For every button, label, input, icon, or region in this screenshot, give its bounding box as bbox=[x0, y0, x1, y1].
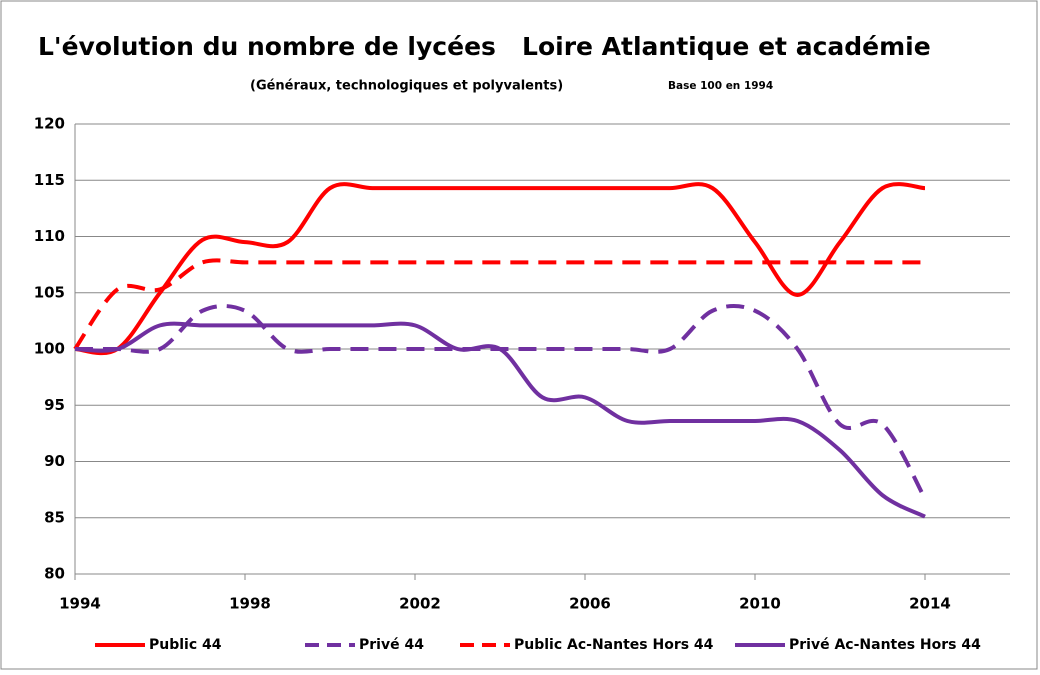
chart-subtitle: (Généraux, technologiques et polyvalents… bbox=[250, 79, 563, 94]
chart-note: Base 100 en 1994 bbox=[668, 80, 773, 92]
x-tick-label: 2006 bbox=[569, 595, 611, 613]
x-tick-label: 2010 bbox=[739, 595, 781, 613]
legend-label: Public Ac-Nantes Hors 44 bbox=[514, 637, 714, 653]
x-tick-label: 1994 bbox=[59, 595, 101, 613]
x-tick-label: 2014 bbox=[909, 595, 951, 613]
y-tick-label: 110 bbox=[34, 227, 65, 245]
y-tick-label: 95 bbox=[44, 396, 65, 414]
legend-label: Privé 44 bbox=[359, 637, 424, 653]
series-line bbox=[75, 303, 927, 500]
y-tick-label: 120 bbox=[34, 115, 65, 133]
y-tick-label: 115 bbox=[34, 171, 65, 189]
y-tick-label: 105 bbox=[34, 283, 65, 301]
legend-label: Public 44 bbox=[149, 637, 222, 653]
x-tick-label: 2002 bbox=[399, 595, 441, 613]
series-line bbox=[74, 182, 926, 356]
y-tick-label: 90 bbox=[44, 452, 65, 470]
legend-label: Privé Ac-Nantes Hors 44 bbox=[789, 637, 981, 653]
x-tick-label: 1998 bbox=[229, 595, 271, 613]
y-tick-label: 80 bbox=[44, 565, 65, 583]
y-tick-label: 85 bbox=[44, 508, 65, 526]
y-tick-label: 100 bbox=[34, 340, 65, 358]
series-line bbox=[74, 321, 926, 519]
series-line bbox=[73, 258, 925, 351]
chart-title: L'évolution du nombre de lycées Loire At… bbox=[38, 32, 931, 61]
